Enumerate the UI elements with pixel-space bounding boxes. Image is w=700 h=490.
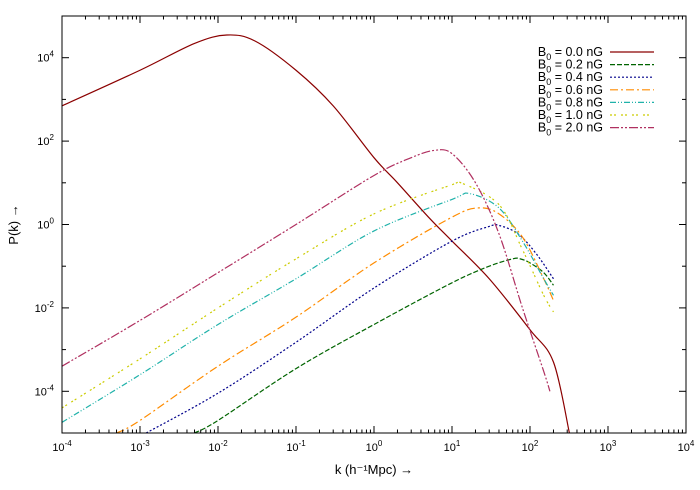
x-tick-label-6: 102 xyxy=(522,439,539,454)
y-tick-label-3: 102 xyxy=(37,133,54,148)
series-line-0 xyxy=(62,34,570,433)
x-tick-label-2: 10-2 xyxy=(208,439,228,454)
x-tick-label-5: 101 xyxy=(444,439,461,454)
x-axis-title: k (h⁻¹Mpc) → xyxy=(335,462,413,477)
series-layer xyxy=(62,34,570,433)
y-tick-label-0: 10-4 xyxy=(35,383,55,398)
legend-label-3: B0 = 0.6 nG xyxy=(538,83,603,100)
x-tick-label-0: 10-4 xyxy=(52,439,72,454)
y-tick-label-1: 10-2 xyxy=(35,300,55,315)
series-line-5 xyxy=(62,179,554,409)
y-tick-label-2: 100 xyxy=(37,217,54,232)
x-tick-label-8: 104 xyxy=(678,439,695,454)
legend-label-2: B0 = 0.4 nG xyxy=(538,70,603,87)
legend-label-1: B0 = 0.2 nG xyxy=(538,58,603,75)
x-tick-label-1: 10-3 xyxy=(130,439,150,454)
legend-label-6: B0 = 2.0 nG xyxy=(538,121,603,138)
series-line-3 xyxy=(116,207,555,433)
x-tick-label-7: 103 xyxy=(600,439,617,454)
legend-label-4: B0 = 0.8 nG xyxy=(538,95,603,112)
x-tick-label-4: 100 xyxy=(366,439,383,454)
y-axis-title: P(k) → xyxy=(6,204,21,244)
series-line-6 xyxy=(62,149,551,392)
series-line-1 xyxy=(194,257,554,433)
series-line-4 xyxy=(62,192,554,423)
x-tick-label-3: 10-1 xyxy=(286,439,306,454)
legend-label-5: B0 = 1.0 nG xyxy=(538,108,603,125)
legend-label-0: B0 = 0.0 nG xyxy=(538,45,603,62)
y-tick-label-4: 104 xyxy=(37,50,54,65)
series-line-2 xyxy=(145,223,554,433)
ticks-layer: 10-4 10-3 10-2 10-1 100 101 102 103 104 10-4 10-2 1… xyxy=(35,16,695,454)
